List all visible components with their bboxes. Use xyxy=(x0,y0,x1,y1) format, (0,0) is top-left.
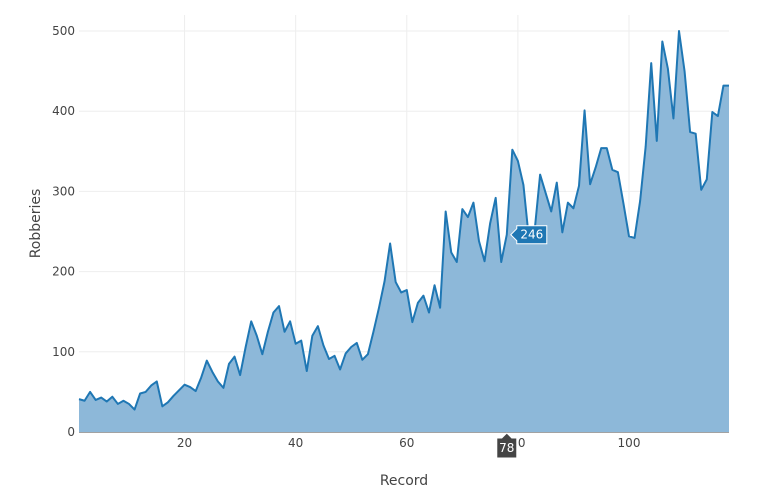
y-axis-ticks: 0 100 200 300 400 500 xyxy=(52,24,75,439)
hover-label-y: 246 xyxy=(510,225,548,245)
x-axis-title: Record xyxy=(380,473,428,489)
y-tick-label: 500 xyxy=(52,24,75,38)
y-tick-label: 200 xyxy=(52,265,75,279)
series-line[interactable] xyxy=(78,30,729,411)
x-tick-label: 100 xyxy=(618,436,641,450)
x-axis-ticks: 20 40 60 80 100 xyxy=(177,436,641,450)
y-tick-label: 0 xyxy=(67,425,75,439)
hover-y-value: 246 xyxy=(520,228,543,242)
hover-label-x: 78 xyxy=(496,432,518,459)
x-tick-label: 40 xyxy=(288,436,303,450)
hover-x-value: 78 xyxy=(499,441,514,455)
x-tick-label: 60 xyxy=(399,436,414,450)
y-tick-label: 400 xyxy=(52,104,75,118)
x-tick-label: 20 xyxy=(177,436,192,450)
series-area-fill xyxy=(79,31,729,432)
y-tick-label: 100 xyxy=(52,345,75,359)
y-tick-label: 300 xyxy=(52,184,75,198)
y-axis-title: Robberies xyxy=(28,189,44,259)
